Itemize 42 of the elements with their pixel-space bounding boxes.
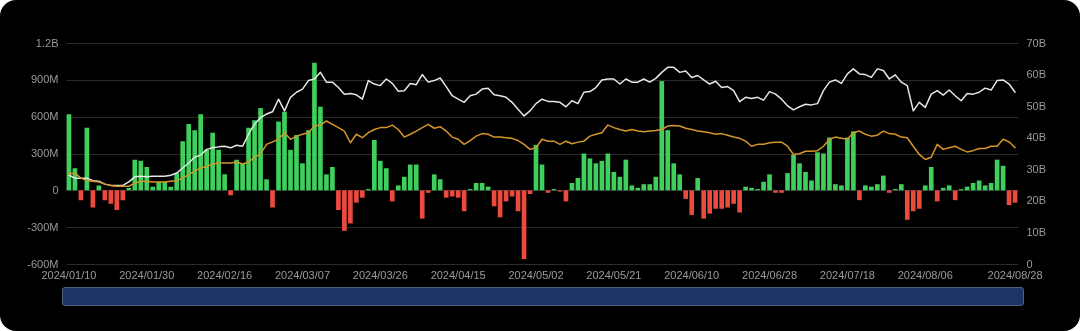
line-series [68, 66, 1016, 187]
bar [545, 190, 551, 193]
bar [934, 190, 940, 202]
x-tick-label: 2024/08/28 [987, 268, 1043, 281]
x-tick-label: 2024/07/18 [819, 268, 875, 281]
y2-tick-label: 20B [1026, 194, 1047, 207]
y-tick-label: 300M [30, 147, 59, 159]
y-tick-label: 600M [30, 110, 59, 123]
y2-tick-label: 70B [1026, 36, 1047, 49]
y2-tick-label: 0 [1026, 257, 1033, 270]
bar [228, 190, 233, 196]
bar [1012, 190, 1018, 203]
y-tick-label: 0 [52, 183, 59, 196]
y2-tick-label: 50B [1026, 99, 1047, 112]
bar [527, 190, 533, 195]
x-tick-label: 2024/01/30 [119, 268, 175, 281]
x-tick-label: 2024/03/26 [352, 268, 408, 281]
x-tick-label: 2024/03/07 [274, 268, 330, 281]
y-tick-label: -300M [27, 220, 59, 233]
line-series [68, 120, 1016, 188]
bar [886, 190, 892, 193]
x-tick-label: 2024/08/06 [897, 268, 953, 281]
y2-tick-label: 60B [1026, 68, 1047, 81]
x-tick-label: 2024/04/15 [430, 268, 486, 281]
bar [952, 190, 958, 201]
y2-tick-label: 40B [1026, 131, 1047, 144]
bar [90, 190, 96, 208]
bar [857, 190, 862, 201]
x-tick-label: 2024/06/10 [664, 268, 720, 281]
y-tick-label: -600M [27, 257, 59, 270]
y2-tick-label: 30B [1026, 162, 1047, 175]
x-tick-label: 2024/05/02 [508, 268, 564, 281]
x-tick-label: 2024/06/28 [742, 268, 798, 281]
y2-tick-label: 10B [1026, 225, 1047, 238]
bar [270, 190, 275, 208]
y-tick-label: 900M [30, 73, 59, 86]
y-tick-label: 1.2B [35, 36, 59, 49]
x-tick-label: 2024/02/16 [197, 268, 253, 281]
x-tick-label: 2024/05/21 [586, 268, 642, 281]
bar [695, 178, 701, 191]
bar [389, 190, 395, 202]
x-tick-label: 2024/01/10 [41, 268, 97, 281]
